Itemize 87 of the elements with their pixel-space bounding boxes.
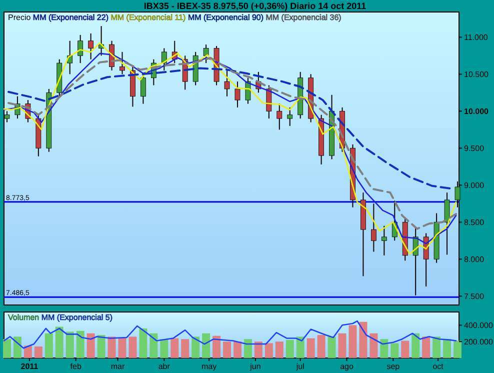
y-tick-label: 7.500 [464,292,485,302]
chart-title: IBX35 - IBEX-35 8.975,50 (+0,36%) Diario 14 oct 2011 [144,1,366,11]
bar [76,330,84,358]
bar [170,338,179,358]
candlestick [381,225,387,256]
candlestick [78,34,84,64]
line-series [3,320,457,349]
x-tick-label: feb [70,362,82,371]
y-tick-label: 11.000 [464,33,488,42]
bar [338,333,346,358]
bar [422,336,430,358]
bar [118,337,126,358]
candlestick [203,44,209,64]
bar [24,346,32,358]
bar [432,336,441,358]
bar [390,343,399,358]
bar [454,340,462,358]
text: MM (Exponencial 36) [264,13,342,22]
text: MM (Exponencial 11) [108,13,186,22]
y-tick-label: 400.000 [464,321,494,330]
text: MM (Exponencial 22) [30,13,109,22]
candlestick [224,70,230,97]
x-tick-label: ago [340,362,354,371]
bar [139,328,148,358]
candlestick [161,48,167,71]
candlestick [234,81,240,108]
y-tick-label: 8.500 [464,218,485,228]
bar [44,333,53,358]
candlestick [444,192,450,256]
bar [412,333,420,358]
x-tick-label: 2011 [20,362,39,371]
y-tick-label: 200.000 [464,338,494,347]
bar [380,339,388,358]
candlestick [140,74,146,104]
text: Precio [8,13,32,22]
candlestick [370,203,376,252]
candlestick [88,32,94,60]
bar [328,336,336,358]
bar [306,338,315,358]
bar [86,333,95,358]
bar [202,333,210,358]
x-tick-label: may [201,362,217,371]
bar [348,325,357,358]
bar [150,333,158,358]
series-label: MM (Exponencial 5) [39,313,113,322]
y-tick-label: 10.000 [464,107,490,116]
bar [254,342,262,358]
bar [34,346,42,358]
candlestick [120,51,125,75]
x-tick-label: mar [110,362,125,371]
bar [128,336,137,358]
bar [233,342,242,358]
bar [55,326,64,358]
bar [108,336,116,358]
candlestick [287,106,293,126]
y-tick-label: 8.000 [464,255,485,264]
candlestick [266,84,272,120]
bar [192,336,200,358]
text: MM (Exponencial 90) [186,13,264,22]
bar [317,335,326,358]
candlestick [276,103,282,130]
x-tick-label: sep [386,362,400,371]
y-tick-label: 9.500 [464,144,485,154]
bar [181,339,190,358]
bar [286,340,294,358]
x-tick-label: jul [295,362,305,371]
bar [244,339,252,358]
bar [2,339,11,358]
y-tick-label: 10.500 [464,70,490,80]
x-tick-label: oct [432,362,444,371]
bar [370,333,378,358]
series-label: Volumen [8,313,40,322]
bar [212,336,221,358]
bar [401,340,410,358]
bar [223,342,232,358]
bar [275,342,284,358]
x-tick-label: abr [158,362,170,371]
bar [359,322,368,358]
bar [160,339,168,358]
y-tick-label: 9.000 [464,181,485,190]
bar [296,336,304,358]
x-tick-label: jun [249,362,261,371]
bar [443,339,452,358]
bar [264,343,273,358]
bar [97,335,106,358]
bar [13,336,22,358]
bar [66,332,74,358]
